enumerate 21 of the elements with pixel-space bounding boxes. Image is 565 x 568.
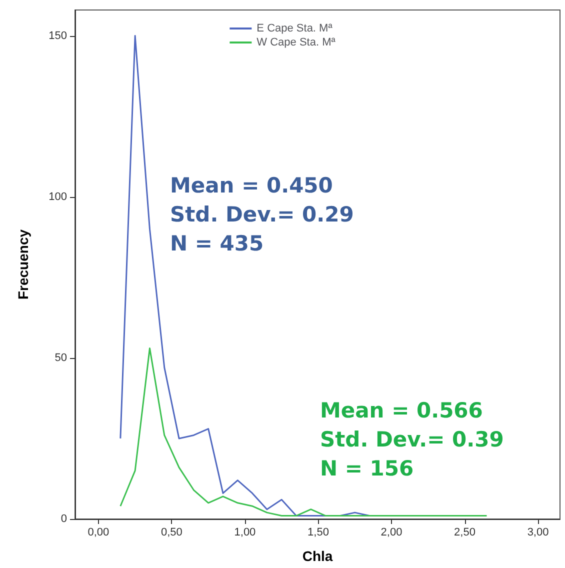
annotation: Std. Dev.= 0.39	[320, 428, 504, 452]
x-tick-label: 0,00	[88, 526, 110, 538]
annotation: Mean = 0.566	[320, 398, 483, 422]
x-tick-label: 2,00	[380, 526, 402, 538]
x-tick-label: 1,00	[234, 526, 256, 538]
x-tick-label: 0,50	[160, 526, 182, 538]
x-tick-label: 1,50	[308, 526, 329, 538]
annotation: N = 156	[320, 456, 414, 480]
y-tick-label: 150	[48, 30, 67, 42]
annotation: N = 435	[170, 232, 264, 256]
legend-label: E Cape Sta. Mª	[256, 22, 334, 34]
y-axis-title: Frecuency	[15, 229, 31, 300]
y-tick-label: 0	[60, 513, 67, 525]
annotation: Mean = 0.450	[170, 174, 333, 198]
y-tick-label: 50	[54, 352, 67, 364]
x-axis-title: Chla	[302, 548, 333, 564]
annotation: Std. Dev.= 0.29	[170, 202, 354, 226]
x-tick-label: 3,00	[527, 526, 549, 538]
y-tick-label: 100	[48, 190, 67, 203]
legend-label: W Cape Sta. Mª	[256, 36, 336, 48]
x-tick-label: 2,50	[454, 526, 476, 538]
